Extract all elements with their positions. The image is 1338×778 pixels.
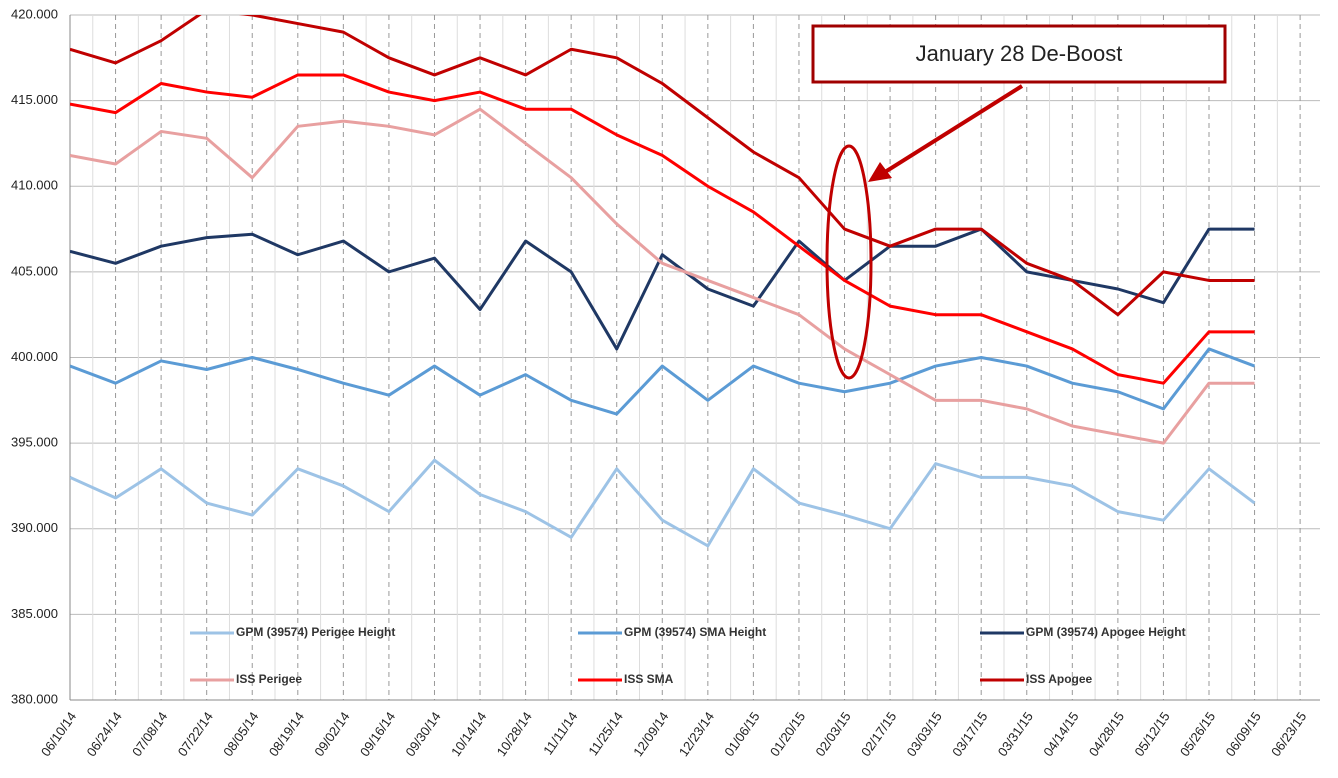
annotation: January 28 De-Boost	[916, 41, 1123, 66]
lines	[70, 15, 1256, 548]
legend-label: GPM (39574) SMA Height	[624, 625, 766, 639]
x-tick-label: 03/31/15	[995, 709, 1036, 759]
x-tick-label: 09/30/14	[402, 709, 443, 759]
annotation-box	[811, 24, 1227, 84]
y-tick-label: 390.000	[11, 520, 58, 535]
arrow-shaft	[883, 84, 1024, 174]
x-tick-label: 05/26/15	[1177, 709, 1218, 759]
x-tick-label: 11/25/14	[585, 709, 626, 758]
y-tick-label: 395.000	[11, 435, 58, 450]
x-tick-label: 12/23/14	[676, 709, 717, 759]
legend-label: GPM (39574) Perigee Height	[236, 625, 395, 639]
x-tick-label: 06/09/15	[1223, 709, 1264, 759]
series-line	[70, 227, 1255, 351]
x-tick-label: 07/22/14	[175, 709, 216, 759]
x-tick-label: 12/09/14	[630, 709, 671, 759]
x-tick-label: 03/17/15	[949, 709, 990, 759]
y-tick-label: 385.000	[11, 606, 58, 621]
y-tick-label: 415.000	[11, 92, 58, 107]
x-tick-label: 07/08/14	[129, 709, 170, 759]
series-line	[70, 458, 1256, 548]
legend-label: GPM (39574) Apogee Height	[1026, 625, 1186, 639]
x-tick-label: 10/28/14	[494, 709, 535, 759]
series-line	[70, 347, 1256, 416]
x-tick-label: 08/05/14	[220, 709, 261, 759]
y-tick-label: 420.000	[11, 6, 58, 21]
grid	[69, 14, 1320, 701]
series-line	[70, 15, 1255, 317]
y-tick-label: 400.000	[11, 349, 58, 364]
x-tick-label: 05/12/15	[1131, 709, 1172, 759]
x-tick-label: 10/14/14	[448, 709, 489, 759]
arrow-head	[868, 162, 892, 182]
legend-label: ISS Perigee	[236, 672, 302, 686]
x-tick-label: 06/23/15	[1268, 709, 1309, 759]
series-line	[70, 107, 1255, 445]
x-tick-label: 08/19/14	[266, 709, 307, 759]
x-tick-label: 04/28/15	[1086, 709, 1127, 759]
legend-label: ISS Apogee	[1026, 672, 1093, 686]
x-tick-label: 06/10/14	[38, 709, 79, 759]
x-tick-label: 02/03/15	[812, 709, 853, 759]
labels: 380.000 385.000 390.000 395.000 400.000 405.0…	[11, 6, 1309, 759]
x-tick-label: 01/06/15	[721, 709, 762, 759]
x-tick-label: 06/24/14	[84, 709, 125, 759]
x-tick-label: 01/20/15	[767, 709, 808, 759]
x-tick-label: 09/02/14	[311, 709, 352, 759]
y-tick-label: 405.000	[11, 263, 58, 278]
legend: GPM (39574) Perigee Height GPM (39574) SM…	[190, 625, 1186, 686]
y-tick-label: 380.000	[11, 691, 58, 706]
y-tick-label: 410.000	[11, 178, 58, 193]
x-tick-label: 03/03/15	[904, 709, 945, 759]
highlight-ellipse	[825, 144, 873, 380]
x-tick-label: 11/11/14	[540, 709, 580, 757]
x-tick-label: 09/16/14	[357, 709, 398, 759]
x-tick-label: 02/17/15	[858, 709, 899, 759]
legend-label: ISS SMA	[624, 672, 674, 686]
series-line	[70, 73, 1255, 385]
x-tick-label: 04/14/15	[1040, 709, 1081, 759]
